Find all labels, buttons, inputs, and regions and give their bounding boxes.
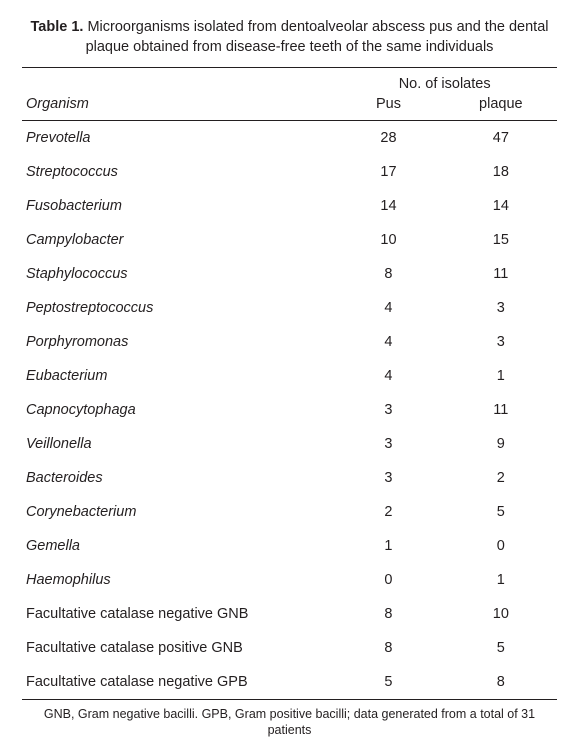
table-row: Campylobacter1015 [22,223,557,257]
table-caption: Table 1. Microorganisms isolated from de… [30,18,550,57]
plaque-cell: 9 [445,427,557,461]
organism-cell: Streptococcus [22,155,332,189]
pus-cell: 4 [332,291,444,325]
isolates-table: No. of isolates Organism Pus plaque Prev… [22,67,557,700]
header-organism: Organism [22,94,332,121]
plaque-cell: 2 [445,461,557,495]
pus-cell: 1 [332,529,444,563]
organism-cell: Facultative catalase negative GNB [22,597,332,631]
table-footnote: GNB, Gram negative bacilli. GPB, Gram po… [30,706,550,739]
plaque-cell: 1 [445,563,557,597]
organism-cell: Peptostreptococcus [22,291,332,325]
pus-cell: 3 [332,461,444,495]
table-row: Gemella10 [22,529,557,563]
plaque-cell: 0 [445,529,557,563]
table-row: Capnocytophaga311 [22,393,557,427]
header-group-isolates: No. of isolates [332,68,557,95]
plaque-cell: 47 [445,121,557,156]
pus-cell: 10 [332,223,444,257]
table-row: Bacteroides32 [22,461,557,495]
table-figure: Table 1. Microorganisms isolated from de… [0,0,579,753]
table-row: Prevotella2847 [22,121,557,156]
pus-cell: 8 [332,597,444,631]
organism-cell: Fusobacterium [22,189,332,223]
organism-cell: Staphylococcus [22,257,332,291]
table-row: Facultative catalase negative GPB58 [22,665,557,700]
table-row: Peptostreptococcus43 [22,291,557,325]
plaque-cell: 8 [445,665,557,700]
organism-cell: Eubacterium [22,359,332,393]
table-row: Veillonella39 [22,427,557,461]
table-label: Table 1. [31,19,84,35]
pus-cell: 5 [332,665,444,700]
table-row: Haemophilus01 [22,563,557,597]
header-blank [22,68,332,95]
table-row: Facultative catalase negative GNB810 [22,597,557,631]
table-body: Prevotella2847Streptococcus1718Fusobacte… [22,121,557,700]
organism-cell: Capnocytophaga [22,393,332,427]
plaque-cell: 3 [445,291,557,325]
organism-cell: Facultative catalase positive GNB [22,631,332,665]
plaque-cell: 3 [445,325,557,359]
table-row: Staphylococcus811 [22,257,557,291]
table-row: Corynebacterium25 [22,495,557,529]
organism-cell: Veillonella [22,427,332,461]
table-row: Streptococcus1718 [22,155,557,189]
pus-cell: 3 [332,393,444,427]
table-row: Fusobacterium1414 [22,189,557,223]
pus-cell: 4 [332,325,444,359]
organism-cell: Haemophilus [22,563,332,597]
table-row: Porphyromonas43 [22,325,557,359]
plaque-cell: 11 [445,393,557,427]
organism-cell: Gemella [22,529,332,563]
plaque-cell: 18 [445,155,557,189]
table-row: Facultative catalase positive GNB85 [22,631,557,665]
plaque-cell: 15 [445,223,557,257]
pus-cell: 8 [332,257,444,291]
organism-cell: Prevotella [22,121,332,156]
pus-cell: 8 [332,631,444,665]
plaque-cell: 1 [445,359,557,393]
organism-cell: Porphyromonas [22,325,332,359]
pus-cell: 14 [332,189,444,223]
pus-cell: 28 [332,121,444,156]
pus-cell: 3 [332,427,444,461]
organism-cell: Corynebacterium [22,495,332,529]
pus-cell: 2 [332,495,444,529]
plaque-cell: 10 [445,597,557,631]
header-plaque: plaque [445,94,557,121]
plaque-cell: 5 [445,495,557,529]
pus-cell: 17 [332,155,444,189]
organism-cell: Bacteroides [22,461,332,495]
pus-cell: 4 [332,359,444,393]
table-caption-text: Microorganisms isolated from dentoalveol… [86,19,549,55]
organism-cell: Facultative catalase negative GPB [22,665,332,700]
pus-cell: 0 [332,563,444,597]
plaque-cell: 14 [445,189,557,223]
header-pus: Pus [332,94,444,121]
plaque-cell: 5 [445,631,557,665]
plaque-cell: 11 [445,257,557,291]
table-row: Eubacterium41 [22,359,557,393]
organism-cell: Campylobacter [22,223,332,257]
